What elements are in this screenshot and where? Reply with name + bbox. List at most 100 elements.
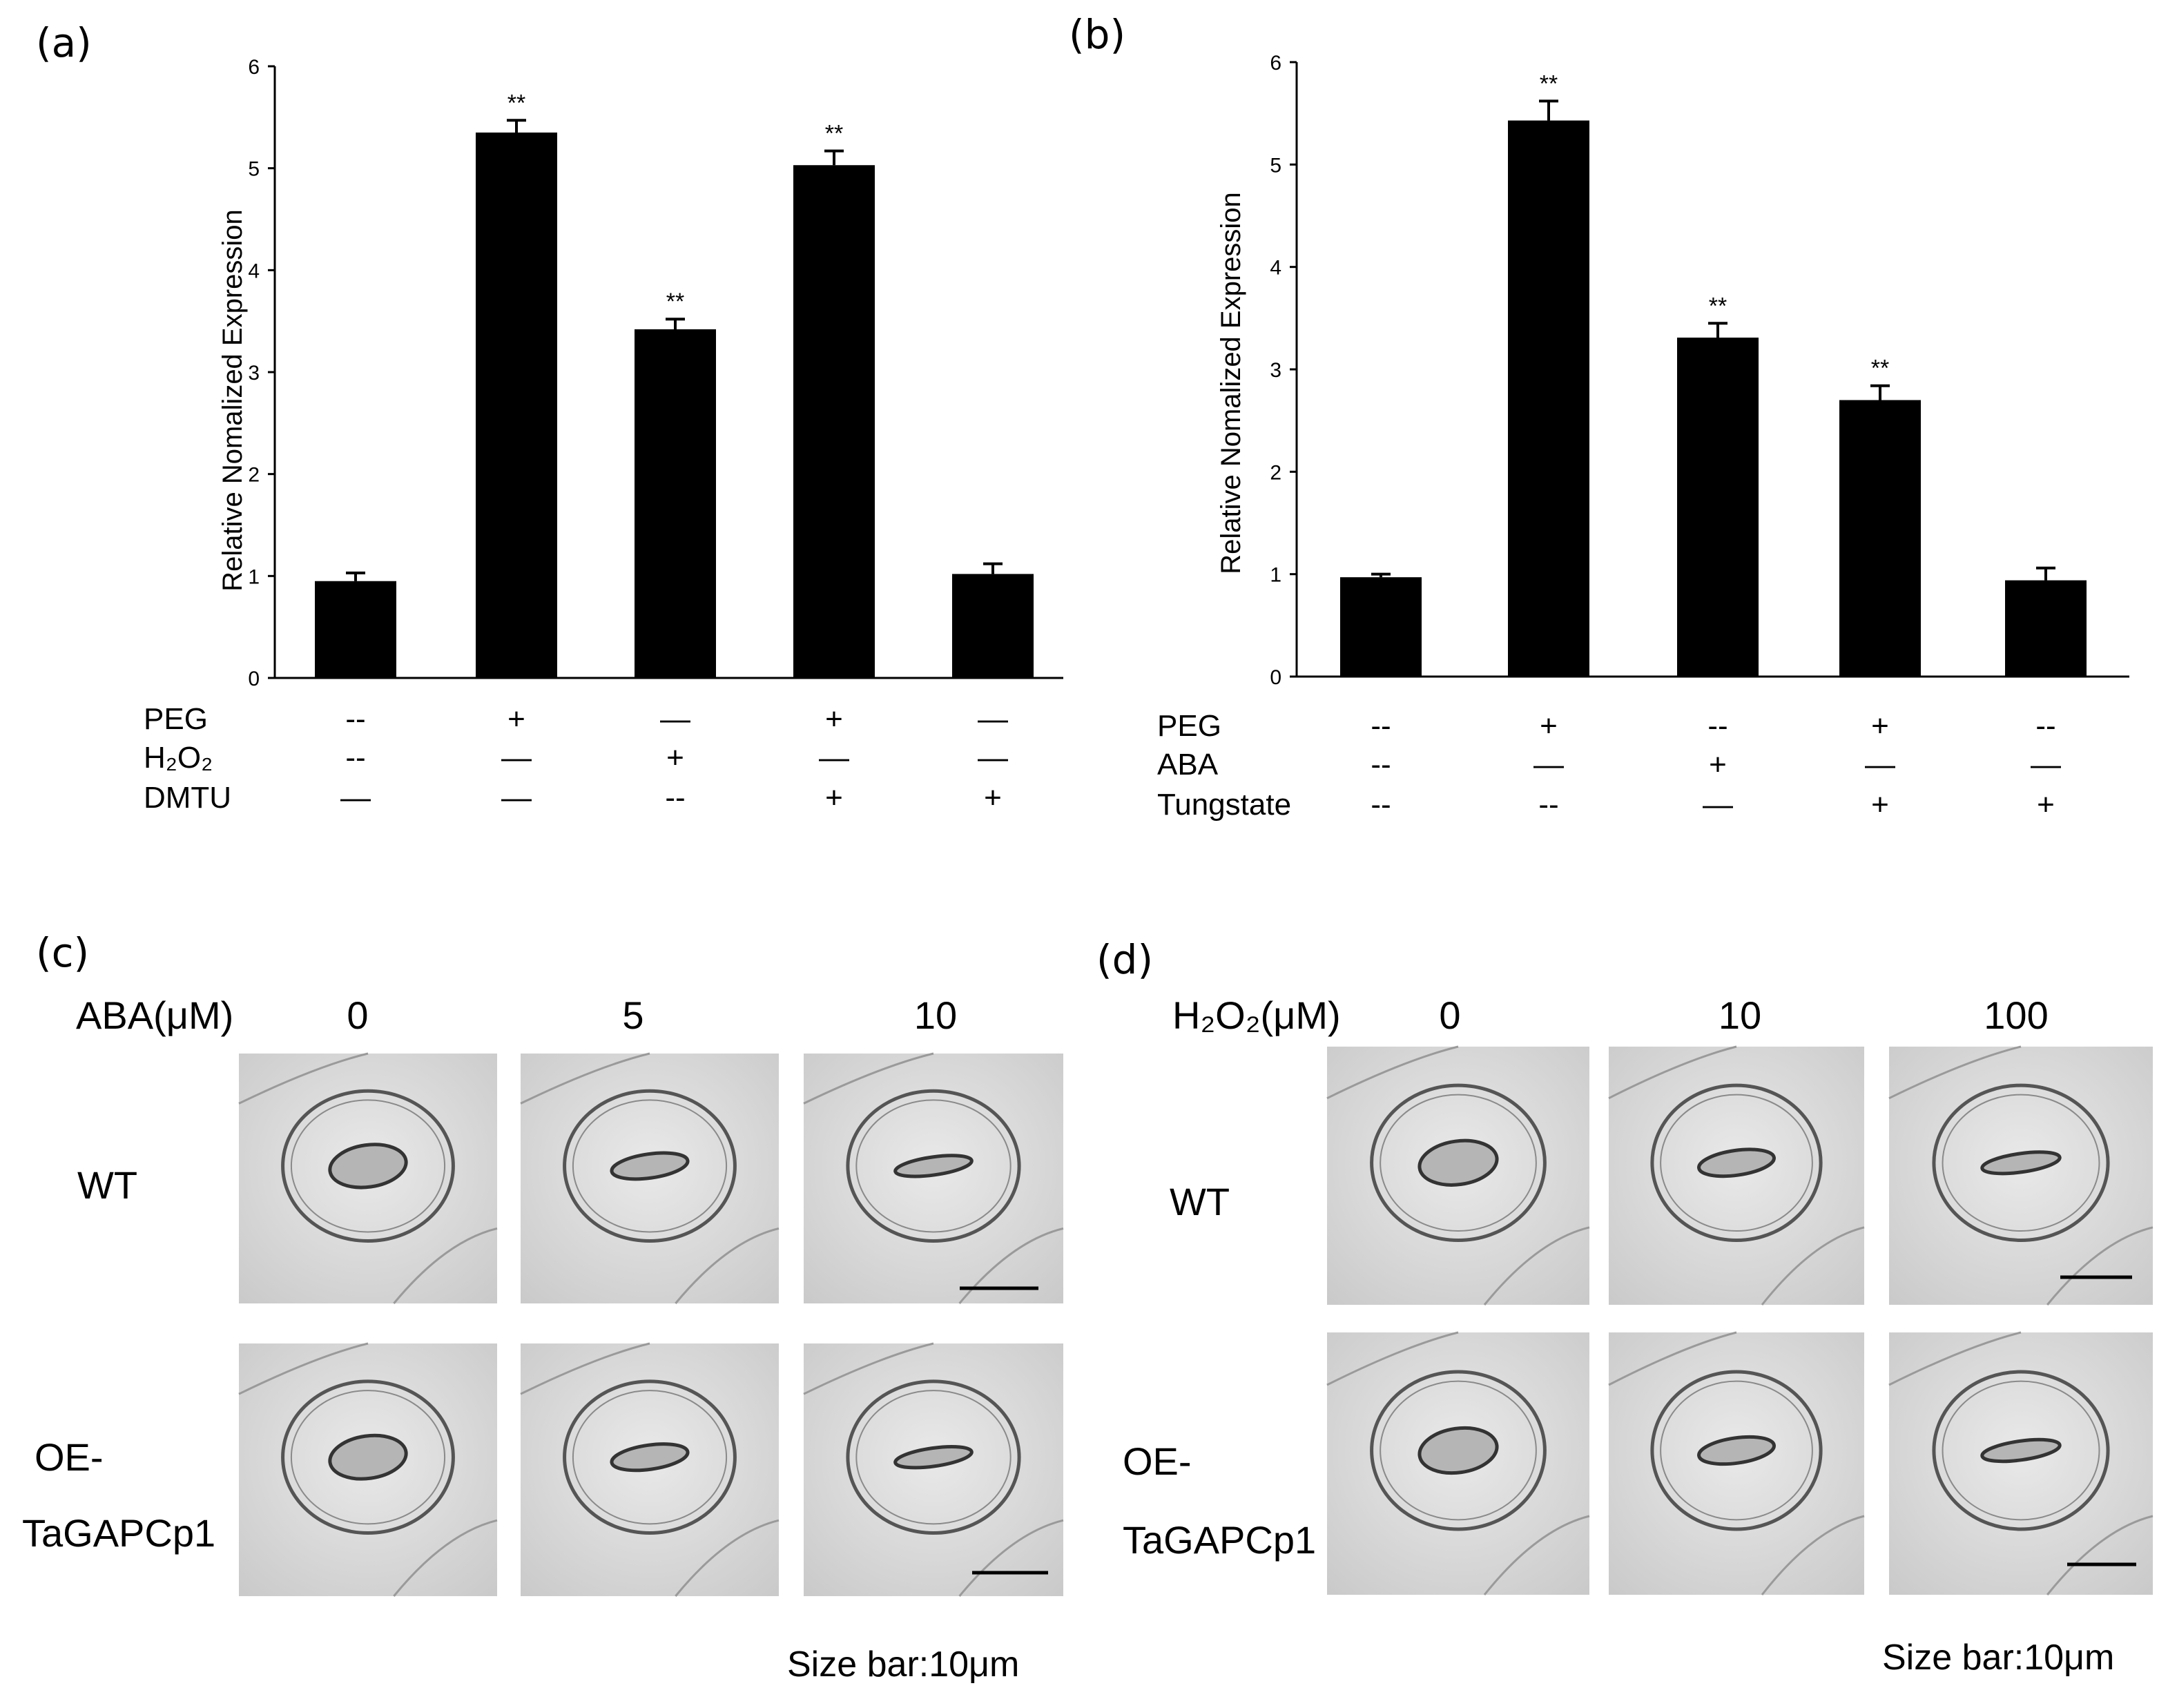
cell-wall-line [1483, 1226, 1590, 1306]
chart-a-bar [952, 574, 1034, 678]
stomatal-pore [610, 1151, 690, 1181]
micrograph-d-r1-c0 [1326, 1331, 1590, 1595]
micrograph-background [804, 1343, 1063, 1596]
guard-cell-inner-outline [1380, 1380, 1537, 1521]
micrograph-d-r0-c0 [1326, 1045, 1590, 1306]
guard-cell-outline [281, 1089, 455, 1243]
chart-a-treatment-sign: + [507, 702, 525, 736]
cell-wall-line [520, 1052, 650, 1105]
chart-a-bar [476, 132, 557, 678]
guard-cell-outline [1370, 1370, 1547, 1531]
cell-wall-line [238, 1342, 369, 1395]
chart-b-treatment-sign: + [1540, 709, 1558, 743]
chart-b-treatment-sign: -- [1371, 709, 1391, 743]
chart-b-significance: ** [1709, 293, 1727, 319]
micrograph-d-r1-c2 [1888, 1331, 2154, 1595]
chart-b-treatment-sign: -- [1371, 748, 1391, 782]
stomatal-pore [893, 1154, 974, 1178]
guard-cell-outline [1650, 1083, 1823, 1243]
guard-cell-inner-outline [572, 1099, 728, 1233]
chart-b: (b) 0 1 2 3 4 5 6 ** ** ** PEG -- + -- + -- ABA -- — + — — Tun… [1069, 11, 2129, 822]
micrograph-d-r1-c1 [1608, 1331, 1865, 1595]
micrograph-c-r0-c2 [803, 1052, 1064, 1304]
panel-d-size-bar-label: Size bar:10μm [1882, 1638, 2114, 1678]
stomatal-pore [328, 1143, 408, 1190]
cell-wall-line [393, 1227, 498, 1304]
stomatal-pore [610, 1442, 690, 1473]
guard-cell-outline [281, 1379, 455, 1535]
chart-b-treatment-sign: + [2037, 788, 2055, 822]
cell-wall-line [1888, 1331, 2022, 1386]
chart-a: (a) 0 1 2 3 4 5 6 ** ** ** PEG -- + — + — H₂O₂ -- — + — — DMTU… [36, 19, 1063, 815]
cell-wall-line [1761, 1515, 1865, 1595]
guard-cell-inner-outline [855, 1390, 1012, 1525]
chart-a-ytick-label: 4 [248, 260, 260, 282]
panel-d-conc-0: 0 [1439, 993, 1460, 1037]
micrograph-c-r1-c1 [520, 1342, 780, 1597]
cell-wall-line [958, 1519, 1064, 1597]
guard-cell-inner-outline [1660, 1094, 1813, 1232]
panel-d-label: (d) [1096, 936, 1153, 983]
chart-a-treatment-sign: — [819, 741, 849, 775]
guard-cell-outline [1932, 1370, 2110, 1531]
guard-cell-outline [563, 1089, 737, 1243]
chart-a-ytick-label: 2 [248, 464, 260, 487]
panel-d-row-wt: WT [1170, 1180, 1230, 1223]
panel-c-size-bar-label: Size bar:10μm [787, 1644, 1019, 1685]
guard-cell-outline [563, 1379, 737, 1535]
chart-a-significance: ** [825, 121, 843, 147]
chart-b-treatment-sign: -- [1707, 709, 1727, 743]
cell-wall-line [393, 1519, 498, 1597]
chart-b-ytick-label: 3 [1270, 359, 1281, 382]
stomatal-pore [1417, 1138, 1499, 1187]
chart-b-treatment-sign: -- [1538, 788, 1558, 822]
chart-a-treatment-sign: -- [345, 702, 365, 736]
panel-c-label: (c) [36, 929, 89, 976]
cell-wall-line [2046, 1226, 2154, 1306]
chart-b-treatment-label: ABA [1157, 748, 1219, 782]
panel-c-micrographs [238, 1052, 1064, 1597]
stomatal-pore [1697, 1435, 1776, 1466]
stomatal-pore [1417, 1426, 1499, 1475]
chart-b-treatment-sign: -- [1371, 788, 1391, 822]
chart-a-plot: 0 1 2 3 4 5 6 ** ** ** PEG -- + — + — H₂O₂ -- — + — — DMTU — — --… [144, 56, 1063, 815]
micrograph-c-r1-c2 [803, 1342, 1064, 1597]
cell-wall-line [1326, 1045, 1459, 1100]
chart-b-ytick-label: 0 [1270, 666, 1281, 689]
chart-b-treatment-sign: + [1871, 709, 1889, 743]
guard-cell-outline [1650, 1370, 1823, 1531]
chart-a-ytick-label: 1 [248, 565, 260, 588]
panel-c-condition: ABA(μM) [76, 993, 233, 1037]
cell-wall-line [2046, 1515, 2154, 1595]
chart-b-ytick-label: 5 [1270, 154, 1281, 177]
chart-a-treatment-sign: — [340, 781, 371, 815]
chart-b-significance: ** [1871, 356, 1889, 382]
micrograph-background [1889, 1332, 2153, 1595]
cell-wall-line [1483, 1515, 1590, 1595]
micrograph-c-r0-c1 [520, 1052, 780, 1304]
chart-a-treatment-sign: — [978, 702, 1008, 736]
chart-a-treatment-sign: -- [345, 741, 365, 775]
chart-a-ytick-label: 6 [248, 56, 260, 79]
chart-a-treatment-label: H₂O₂ [144, 741, 213, 775]
chart-a-treatment-sign: — [660, 702, 690, 736]
guard-cell-inner-outline [290, 1099, 446, 1233]
chart-a-ytick-label: 0 [248, 668, 260, 690]
panel-d-micrographs [1326, 1045, 2154, 1595]
guard-cell-outline [1932, 1083, 2110, 1243]
micrograph-c-r0-c0 [238, 1052, 498, 1304]
chart-a-bar [315, 581, 396, 678]
micrograph-c-r1-c0 [238, 1342, 498, 1597]
chart-b-bar [1340, 577, 1422, 677]
panel-d: (d) H₂O₂(μM) 0 10 100 WT OE- TaGAPCp1 Si… [1096, 936, 2154, 1678]
chart-b-ytick-label: 6 [1270, 52, 1281, 75]
micrograph-d-r0-c1 [1608, 1045, 1865, 1306]
stomatal-pore [1980, 1150, 2062, 1176]
guard-cell-outline [846, 1379, 1021, 1535]
cell-wall-line [1608, 1331, 1737, 1386]
panel-c-conc-1: 5 [622, 993, 643, 1037]
chart-b-significance: ** [1540, 70, 1558, 97]
chart-a-treatment-label: DMTU [144, 781, 231, 815]
micrograph-d-r0-c2 [1888, 1045, 2154, 1306]
guard-cell-outline [846, 1089, 1021, 1243]
